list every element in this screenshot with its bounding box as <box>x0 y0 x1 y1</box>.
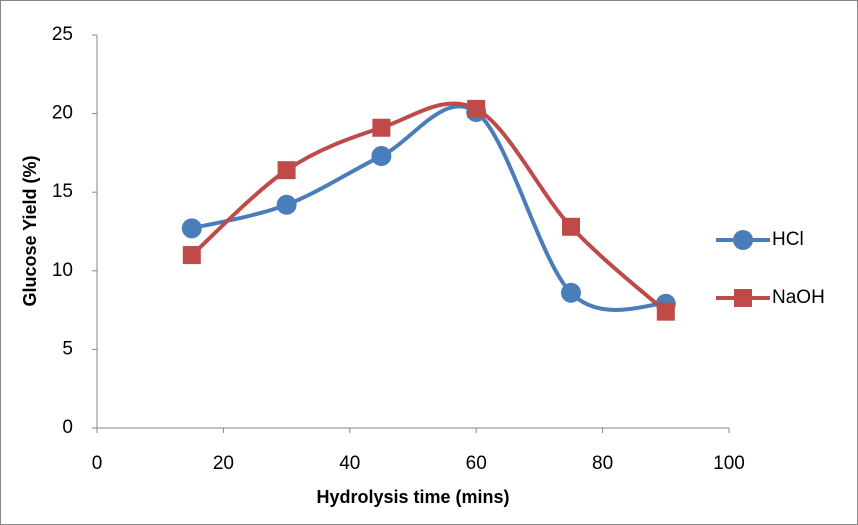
x-tick-label: 40 <box>339 453 360 474</box>
data-point <box>561 282 581 303</box>
y-tick-label: 10 <box>52 260 73 281</box>
legend-label: NaOH <box>772 287 825 308</box>
legend-marker <box>733 230 753 250</box>
x-tick-label: 80 <box>592 453 613 474</box>
data-point <box>276 194 297 215</box>
x-tick-label: 20 <box>213 453 234 474</box>
data-point <box>467 99 486 118</box>
y-tick-label: 5 <box>62 338 73 359</box>
y-tick-label: 25 <box>52 24 73 45</box>
y-tick-label: 15 <box>52 181 73 202</box>
y-tick-label: 0 <box>62 417 73 438</box>
data-point <box>182 246 201 265</box>
legend-marker <box>734 289 752 307</box>
y-tick-label: 20 <box>52 103 73 124</box>
data-point <box>562 217 580 236</box>
data-point <box>372 118 391 137</box>
legend-label: HCl <box>772 229 804 250</box>
y-axis-title: Glucose Yield (%) <box>20 155 40 306</box>
x-tick-label: 60 <box>466 453 487 474</box>
x-tick-label: 100 <box>713 453 745 474</box>
data-point <box>371 146 392 167</box>
x-axis-title: Hydrolysis time (mins) <box>316 487 509 507</box>
data-point <box>656 302 675 321</box>
data-point <box>277 161 296 180</box>
data-point <box>181 218 202 239</box>
series-line <box>190 101 668 314</box>
x-tick-label: 0 <box>92 453 103 474</box>
